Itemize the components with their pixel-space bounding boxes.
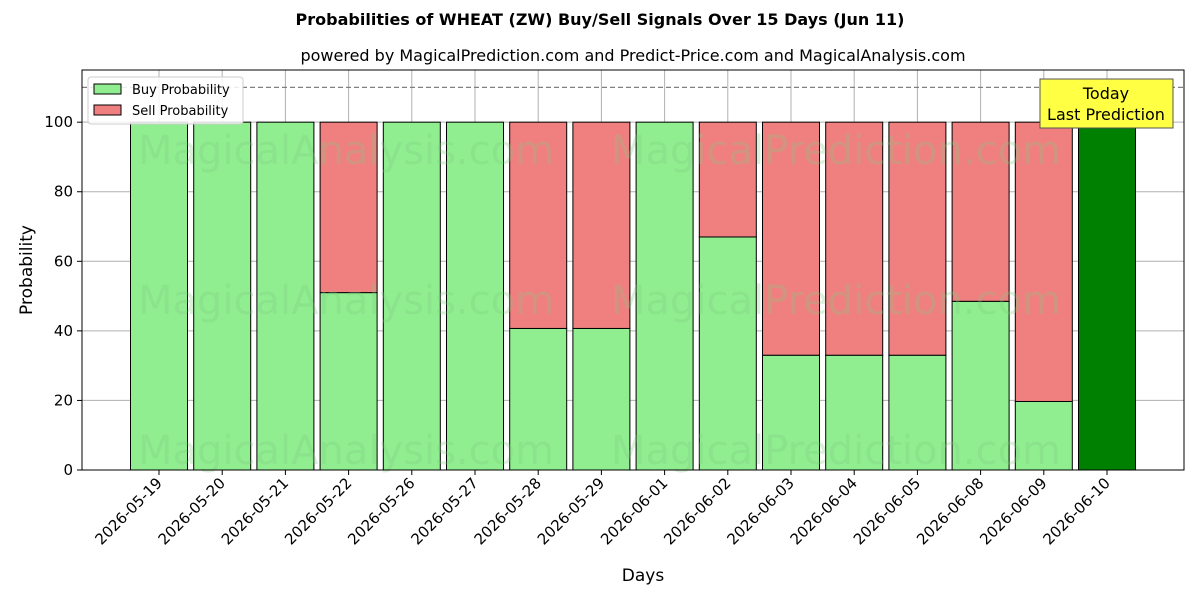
annotation-text: Today bbox=[1082, 84, 1129, 103]
sell-bar bbox=[951, 121, 1010, 302]
x-tick-label: 2026-06-02 bbox=[660, 474, 734, 548]
legend-box bbox=[87, 76, 244, 125]
sell-bar bbox=[319, 121, 378, 294]
legend-label: Buy Probability bbox=[132, 83, 230, 98]
annotation-text: Last Prediction bbox=[1047, 105, 1165, 124]
x-tick-label: 2026-05-19 bbox=[91, 474, 165, 548]
x-axis-label: Days bbox=[622, 566, 665, 586]
sell-bar bbox=[509, 121, 568, 329]
sell-bar bbox=[762, 121, 820, 356]
x-tick-label: 2026-06-10 bbox=[1039, 474, 1113, 548]
bar-group bbox=[888, 121, 947, 471]
watermark-text: MagicalPrediction.com bbox=[611, 128, 1061, 174]
buy-bar bbox=[888, 354, 947, 471]
watermark-text: MagicalPrediction.com bbox=[611, 428, 1061, 474]
x-tick-label: 2026-05-21 bbox=[218, 474, 292, 548]
bar-group bbox=[130, 121, 188, 471]
x-axis: 2026-05-192026-05-202026-05-212026-05-22… bbox=[91, 470, 1114, 548]
bar-group bbox=[382, 121, 441, 471]
watermark-text: MagicalAnalysis.com bbox=[138, 128, 554, 174]
watermark-text: MagicalPrediction.com bbox=[611, 278, 1061, 324]
buy-bar bbox=[256, 121, 315, 471]
y-tick-label: 0 bbox=[63, 461, 73, 479]
x-tick-label: 2026-05-26 bbox=[344, 474, 418, 548]
y-tick-label: 100 bbox=[44, 113, 73, 131]
y-axis-label: Probability bbox=[17, 225, 37, 315]
buy-bar bbox=[825, 354, 884, 471]
bar-group bbox=[762, 121, 820, 471]
x-tick-label: 2026-06-08 bbox=[913, 474, 987, 548]
chart-title: Probabilities of WHEAT (ZW) Buy/Sell Sig… bbox=[295, 10, 905, 29]
legend-label: Sell Probability bbox=[132, 104, 229, 119]
bar-group bbox=[509, 121, 568, 471]
buy-bar bbox=[509, 327, 568, 471]
y-tick-label: 80 bbox=[54, 183, 73, 201]
buy-bar bbox=[698, 236, 757, 471]
axes-frame bbox=[81, 69, 1185, 471]
bar-group bbox=[825, 121, 884, 471]
x-tick-label: 2026-06-05 bbox=[850, 474, 924, 548]
buy-bar bbox=[1014, 400, 1073, 471]
sell-bar bbox=[698, 121, 757, 238]
sell-bar bbox=[572, 121, 631, 329]
bar-group bbox=[1014, 121, 1073, 471]
bar-group bbox=[1078, 121, 1136, 471]
y-axis: 0 20 40 60 80 100 bbox=[44, 113, 82, 479]
x-tick-label: 2026-05-22 bbox=[281, 474, 355, 548]
x-tick-label: 2026-05-20 bbox=[155, 474, 229, 548]
bar-group bbox=[698, 121, 757, 471]
sell-bar bbox=[888, 121, 947, 356]
y-tick-label: 20 bbox=[54, 391, 73, 409]
x-tick-label: 2026-06-04 bbox=[787, 474, 861, 548]
bar-group bbox=[256, 121, 315, 471]
buy-bar bbox=[1078, 121, 1136, 471]
sell-bar bbox=[1014, 121, 1073, 402]
legend-swatch bbox=[93, 104, 122, 116]
x-tick-label: 2026-06-09 bbox=[976, 474, 1050, 548]
buy-bar bbox=[382, 121, 441, 471]
annotation-box bbox=[1039, 78, 1174, 129]
x-tick-label: 2026-06-01 bbox=[597, 474, 671, 548]
today-annotation: Today Last Prediction bbox=[1039, 78, 1174, 129]
watermark-text: MagicalAnalysis.com bbox=[138, 428, 554, 474]
bar-group bbox=[635, 121, 694, 471]
legend-swatch bbox=[93, 83, 122, 95]
buy-bar bbox=[319, 292, 378, 471]
buy-bar bbox=[762, 354, 820, 471]
bar-group bbox=[319, 121, 378, 471]
chart-subtitle: powered by MagicalPrediction.com and Pre… bbox=[300, 46, 966, 65]
legend: Buy Probability Sell Probability bbox=[87, 76, 244, 125]
bar-group bbox=[572, 121, 631, 471]
buy-bar bbox=[130, 121, 188, 471]
watermark-text: MagicalAnalysis.com bbox=[138, 278, 554, 324]
x-tick-label: 2026-05-28 bbox=[471, 474, 545, 548]
sell-bar bbox=[825, 121, 884, 356]
y-tick-label: 60 bbox=[54, 252, 73, 270]
buy-bar bbox=[635, 121, 694, 471]
x-tick-label: 2026-05-27 bbox=[407, 474, 481, 548]
x-tick-label: 2026-06-03 bbox=[723, 474, 797, 548]
watermarks: MagicalAnalysis.com MagicalPrediction.com… bbox=[138, 128, 1061, 474]
bar-group bbox=[446, 121, 504, 471]
y-tick-label: 40 bbox=[54, 322, 73, 340]
buy-bar bbox=[446, 121, 504, 471]
x-tick-label: 2026-05-29 bbox=[534, 474, 608, 548]
